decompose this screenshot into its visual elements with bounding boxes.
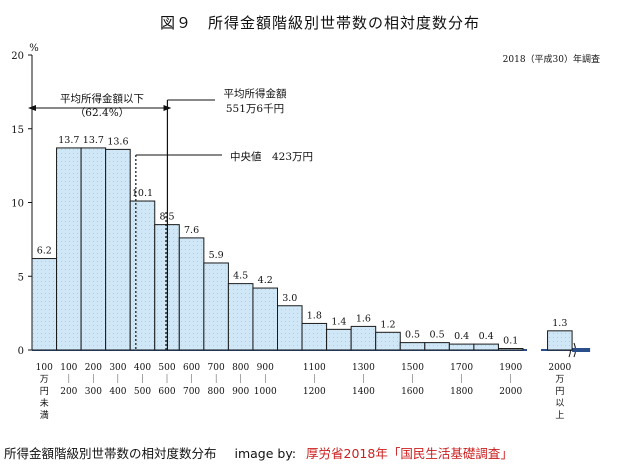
chart-title: 図９ 所得金額階級別世帯数の相対度数分布	[160, 14, 480, 32]
value-label: 1.2	[380, 319, 395, 330]
value-label: 5.9	[209, 250, 224, 261]
income-distribution-chart: 図９ 所得金額階級別世帯数の相対度数分布 2018（平成30）年調査 % 0 5 1…	[11, 14, 600, 421]
x-tick-label: 2000 万円以上	[548, 363, 571, 421]
caption-title: 所得金額階級別世帯数の相対度数分布	[4, 446, 217, 461]
bar	[277, 305, 303, 351]
bar	[424, 342, 450, 351]
value-label: 0.4	[479, 331, 494, 342]
x-tick-label: 400 ｜ 500	[134, 363, 151, 397]
bar	[56, 147, 82, 351]
bar	[178, 237, 205, 351]
x-tick-label: 300 ｜ 400	[109, 363, 126, 397]
x-tick-label: 700 ｜ 800	[208, 363, 225, 397]
value-label: 1.4	[331, 316, 346, 327]
y-tick-label: 10	[11, 199, 24, 210]
x-tick-label: 100 万円未満	[36, 363, 53, 421]
y-tick-label: 0	[18, 346, 24, 357]
y-tick-label: 15	[11, 125, 24, 136]
bar	[31, 258, 58, 351]
value-label: 4.2	[258, 275, 273, 286]
x-tick-label: 200 ｜ 300	[85, 363, 102, 397]
bar	[105, 148, 131, 351]
value-label: 1.6	[356, 313, 371, 324]
bar	[448, 343, 475, 351]
bar	[547, 330, 573, 351]
value-label: 1.3	[552, 318, 567, 329]
value-label: 13.6	[107, 136, 128, 147]
bar	[497, 348, 524, 351]
x-tick-label: 1700 ｜ 1800	[450, 363, 473, 397]
below-average-pct: （62.4%）	[75, 107, 129, 119]
chart-subtitle: 2018（平成30）年調査	[503, 53, 600, 65]
value-label: 0.5	[405, 330, 420, 341]
value-label: 0.5	[430, 330, 445, 341]
value-label: 0.4	[454, 331, 469, 342]
bar	[326, 328, 352, 351]
median-label: 中央値 423万円	[230, 150, 313, 163]
image-caption: 所得金額階級別世帯数の相対度数分布 image by: 厚労省2018年「国民生…	[4, 444, 513, 464]
value-label: 3.0	[282, 293, 297, 304]
y-tick-label: 20	[11, 51, 24, 62]
bar	[80, 147, 107, 351]
y-axis-unit: %	[29, 43, 39, 54]
x-tick-label: 500 ｜ 600	[158, 363, 175, 397]
value-label: 10.1	[132, 188, 153, 199]
value-label: 13.7	[58, 135, 79, 146]
average-income-label: 平均所得金額	[224, 87, 287, 100]
value-label: 7.6	[184, 225, 199, 236]
caption-source-link[interactable]: 厚労省2018年「国民生活基礎調査」	[306, 446, 513, 461]
bar	[301, 322, 328, 351]
x-tick-label: 1900 ｜ 2000	[499, 363, 522, 397]
x-tick-label: 1300 ｜ 1400	[352, 363, 375, 397]
bar	[129, 200, 156, 351]
value-label: 6.2	[37, 246, 52, 257]
value-label: 4.5	[233, 271, 248, 282]
value-label: 0.1	[503, 336, 518, 347]
x-tick-label: 600 ｜ 700	[183, 363, 200, 397]
bar	[227, 283, 254, 351]
bar	[375, 331, 401, 351]
x-tick-label: 1500 ｜ 1600	[401, 363, 424, 397]
bar	[203, 262, 229, 351]
x-axis-arrow-stub	[572, 348, 591, 352]
average-income-value: 551万6千円	[226, 103, 284, 115]
y-tick-label: 5	[18, 272, 24, 283]
x-tick-label: 900 ｜ 1000	[254, 363, 277, 397]
x-tick-label: 100 ｜ 200	[60, 363, 77, 397]
x-tick-labels: 100 万円未満 100 ｜ 200 200 ｜ 300 300 ｜ 400 400 ｜ 500 500 ｜ 6…	[36, 363, 572, 421]
below-average-label: 平均所得金額以下	[60, 92, 144, 105]
annotations: 平均所得金額以下 （62.4%） 平均所得金額 551万6千円 中央値 423万…	[28, 87, 313, 350]
value-labels: 6.213.713.713.610.18.57.65.94.54.23.01.8…	[37, 135, 568, 347]
value-label: 1.8	[307, 310, 322, 321]
bar	[350, 325, 377, 351]
bar	[252, 287, 278, 351]
x-tick-label: 800 ｜ 900	[232, 363, 249, 397]
value-label: 13.7	[83, 135, 104, 146]
bar	[473, 343, 499, 351]
bar	[399, 342, 426, 351]
caption-source-label: image by:	[234, 446, 297, 461]
x-tick-label: 1100 ｜ 1200	[303, 363, 326, 397]
